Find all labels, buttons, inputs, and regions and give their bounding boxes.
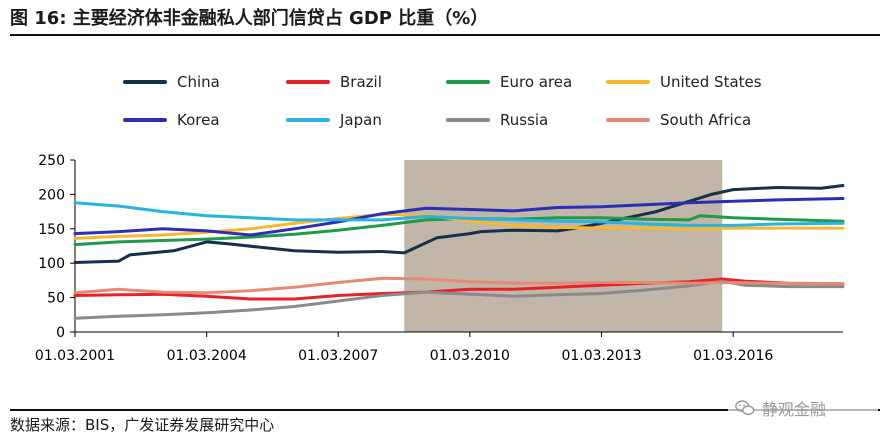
series-line-russia: [73, 279, 845, 320]
x-tick-label: 01.03.2010: [430, 348, 510, 364]
x-tick-label: 01.03.2007: [298, 348, 378, 364]
legend-label: Japan: [339, 111, 382, 129]
y-tick-label: 50: [47, 291, 65, 307]
series-line-korea: [73, 197, 845, 237]
legend-label: United States: [660, 73, 762, 91]
source-note: 数据来源：BIS，广发证券发展研究中心: [10, 416, 275, 434]
series-line-south-africa: [73, 276, 845, 295]
y-tick-label: 100: [38, 256, 65, 272]
legend-label: Russia: [500, 111, 548, 129]
series-line-japan: [73, 201, 845, 227]
legend-label: China: [177, 73, 220, 91]
legend-label: Brazil: [340, 73, 382, 91]
y-tick-label: 150: [38, 222, 65, 238]
watermark: 静观金融: [728, 393, 878, 423]
legend-label: Euro area: [500, 73, 572, 91]
x-tick-label: 01.03.2004: [167, 348, 247, 364]
shaded-region: [404, 160, 723, 332]
legend-label: South Africa: [660, 111, 751, 129]
legend-label: Korea: [177, 111, 220, 129]
x-tick-label: 01.03.2001: [35, 348, 115, 364]
y-tick-label: 200: [38, 187, 65, 203]
line-chart: 0 50 100 150 200 250 01.03.2001 01.03.2004 01.03…: [35, 73, 845, 364]
footer-rule: [10, 409, 880, 411]
series-line-brazil: [73, 277, 845, 301]
title-rule: [10, 34, 880, 36]
x-tick-label: 01.03.2016: [693, 348, 773, 364]
watermark-text: 静观金融: [762, 400, 827, 419]
y-tick-label: 0: [56, 325, 65, 341]
x-tick-label: 01.03.2013: [561, 348, 641, 364]
series-line-china: [73, 184, 845, 264]
y-tick-label: 250: [38, 153, 65, 169]
figure-title: 图 16: 主要经济体非金融私人部门信贷占 GDP 比重（%）: [10, 8, 489, 29]
wechat-icon: [735, 400, 755, 416]
